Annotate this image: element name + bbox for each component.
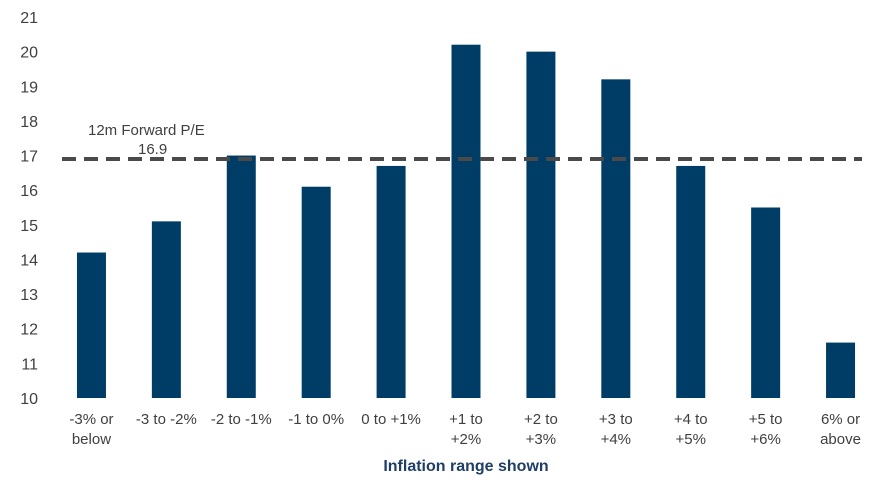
x-tick-label: -3% or below [69,411,113,448]
x-tick-label: 0 to +1% [361,411,421,428]
y-tick-label: 10 [20,391,38,408]
bar [76,252,106,398]
y-tick-label: 20 [20,45,38,62]
y-tick-label: 13 [20,287,38,304]
x-tick-label: -2 to -1% [211,411,272,428]
x-tick-label: +3 to +4% [599,411,633,448]
bar [676,165,706,398]
y-tick-label: 15 [20,218,38,235]
y-tick-label: 21 [20,10,38,27]
y-tick-label: 17 [20,149,38,166]
y-tick-label: 14 [20,252,38,269]
y-tick-label: 16 [20,183,38,200]
bar [376,165,406,398]
bar [826,342,856,398]
bar [751,207,781,398]
x-tick-label: +4 to +5% [674,411,708,448]
bar [451,44,481,398]
reference-line-group: 12m Forward P/E 16.9 [62,122,862,162]
bar [526,51,556,399]
bars [76,44,856,399]
reference-line-label: 12m Forward P/E [88,122,205,139]
y-axis: 10 11 12 13 14 15 16 17 18 19 20 21 [20,10,38,408]
x-axis-title: Inflation range shown [383,458,548,475]
x-tick-label: -1 to 0% [288,411,344,428]
x-tick-label: +5 to +6% [749,411,783,448]
y-tick-label: 18 [20,114,38,131]
y-tick-label: 19 [20,79,38,96]
x-tick-label: +1 to +2% [449,411,483,448]
y-tick-label: 12 [20,322,38,339]
bar [226,155,256,398]
x-tick-label: 6% or above [820,411,861,448]
x-axis: -3% or below -3 to -2% -2 to -1% -1 to 0% 0 t… [69,411,861,448]
bar [151,221,181,398]
y-tick-label: 11 [21,356,38,373]
reference-line-value: 16.9 [138,141,167,158]
x-tick-label: -3 to -2% [136,411,197,428]
bar [601,79,631,398]
x-tick-label: +2 to +3% [524,411,558,448]
bar [301,186,331,398]
